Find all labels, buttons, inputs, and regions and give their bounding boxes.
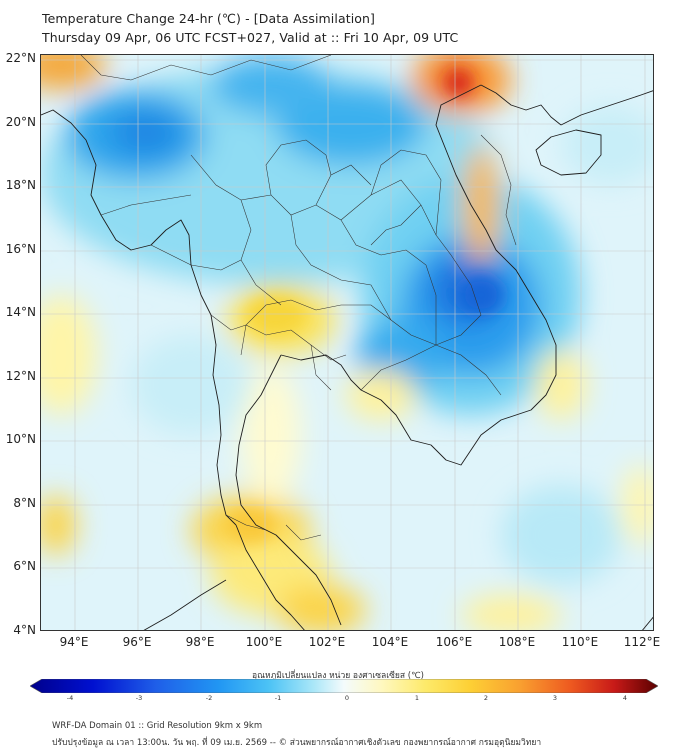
colorbar-tick: 1 xyxy=(414,694,420,702)
colorbar-tick: -4 xyxy=(66,694,74,702)
lat-label-6: 6°N xyxy=(13,559,36,573)
lat-label-8: 8°N xyxy=(13,496,36,510)
lat-label-18: 18°N xyxy=(5,178,36,192)
colorbar-tick: 0 xyxy=(344,694,350,702)
lon-label-100: 100°E xyxy=(245,635,283,649)
colorbar-tick: -3 xyxy=(135,694,143,702)
lat-label-10: 10°N xyxy=(5,432,36,446)
colorbar-tick: -2 xyxy=(205,694,213,702)
colorbar-ramp xyxy=(30,679,658,693)
lon-label-110: 110°E xyxy=(561,635,599,649)
lon-label-96: 96°E xyxy=(122,635,152,649)
colorbar-title: อุณหภูมิเปลี่ยนแปลง หน่วย องศาเซลเซียส (… xyxy=(252,671,424,681)
lat-label-14: 14°N xyxy=(5,305,36,319)
lat-label-12: 12°N xyxy=(5,369,36,383)
temperature-change-map[interactable] xyxy=(40,54,654,631)
map-canvas xyxy=(41,55,653,630)
colorbar xyxy=(30,679,658,693)
lat-label-20: 20°N xyxy=(5,115,36,129)
footer-credit: ปรับปรุงข้อมูล ณ เวลา 13:00น. วัน พฤ. ที… xyxy=(52,738,542,748)
temperature-field-detail xyxy=(226,71,503,543)
admin-borders xyxy=(80,55,517,541)
lon-label-106: 106°E xyxy=(435,635,473,649)
colorbar-tick: 2 xyxy=(483,694,489,702)
lon-label-98: 98°E xyxy=(185,635,215,649)
lat-label-4: 4°N xyxy=(13,623,36,637)
lat-label-16: 16°N xyxy=(5,242,36,256)
colorbar-tick: 3 xyxy=(552,694,558,702)
graticule xyxy=(41,55,653,630)
lon-label-94: 94°E xyxy=(59,635,89,649)
lon-label-108: 108°E xyxy=(498,635,536,649)
lon-label-104: 104°E xyxy=(371,635,409,649)
lon-label-102: 102°E xyxy=(308,635,346,649)
colorbar-tick: 4 xyxy=(622,694,628,702)
colorbar-tick: -1 xyxy=(274,694,282,702)
map-subtitle: Thursday 09 Apr, 06 UTC FCST+027, Valid … xyxy=(42,30,459,45)
lon-label-112: 112°E xyxy=(623,635,661,649)
lat-label-22: 22°N xyxy=(5,51,36,65)
footer-model-info: WRF-DA Domain 01 :: Grid Resolution 9km … xyxy=(52,721,263,731)
map-title: Temperature Change 24-hr (℃) - [Data Ass… xyxy=(42,11,376,26)
